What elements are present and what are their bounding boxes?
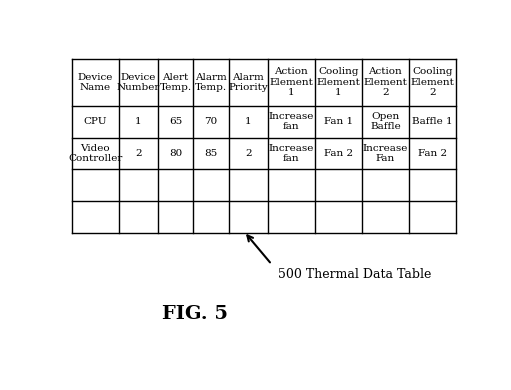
Text: 500 Thermal Data Table: 500 Thermal Data Table <box>278 268 431 280</box>
Text: FIG. 5: FIG. 5 <box>161 305 227 323</box>
Text: Fan 2: Fan 2 <box>418 149 447 158</box>
Text: Baffle 1: Baffle 1 <box>412 117 453 126</box>
Text: 85: 85 <box>204 149 218 158</box>
Text: Fan 2: Fan 2 <box>324 149 353 158</box>
Text: 2: 2 <box>245 149 251 158</box>
Text: Device
Number: Device Number <box>117 73 160 92</box>
Text: 1: 1 <box>245 117 251 126</box>
Text: Increase
fan: Increase fan <box>269 144 314 163</box>
Text: Alert
Temp.: Alert Temp. <box>159 73 192 92</box>
Text: Increase
Fan: Increase Fan <box>363 144 408 163</box>
Text: 2: 2 <box>135 149 142 158</box>
Text: Fan 1: Fan 1 <box>324 117 353 126</box>
Text: Cooling
Element
2: Cooling Element 2 <box>410 67 454 97</box>
Text: 65: 65 <box>169 117 182 126</box>
Text: 70: 70 <box>204 117 218 126</box>
Text: 80: 80 <box>169 149 182 158</box>
Text: Alarm
Temp.: Alarm Temp. <box>195 73 227 92</box>
Text: Increase
fan: Increase fan <box>269 112 314 131</box>
Text: Open
Baffle: Open Baffle <box>370 112 401 131</box>
Text: Video
Controller: Video Controller <box>68 144 123 163</box>
Text: Device
Name: Device Name <box>78 73 113 92</box>
Text: Action
Element
1: Action Element 1 <box>269 67 313 97</box>
Text: 1: 1 <box>135 117 142 126</box>
Text: Alarm
Priority: Alarm Priority <box>228 73 268 92</box>
Text: CPU: CPU <box>84 117 107 126</box>
Text: Cooling
Element
1: Cooling Element 1 <box>316 67 360 97</box>
Text: Action
Element
2: Action Element 2 <box>363 67 407 97</box>
